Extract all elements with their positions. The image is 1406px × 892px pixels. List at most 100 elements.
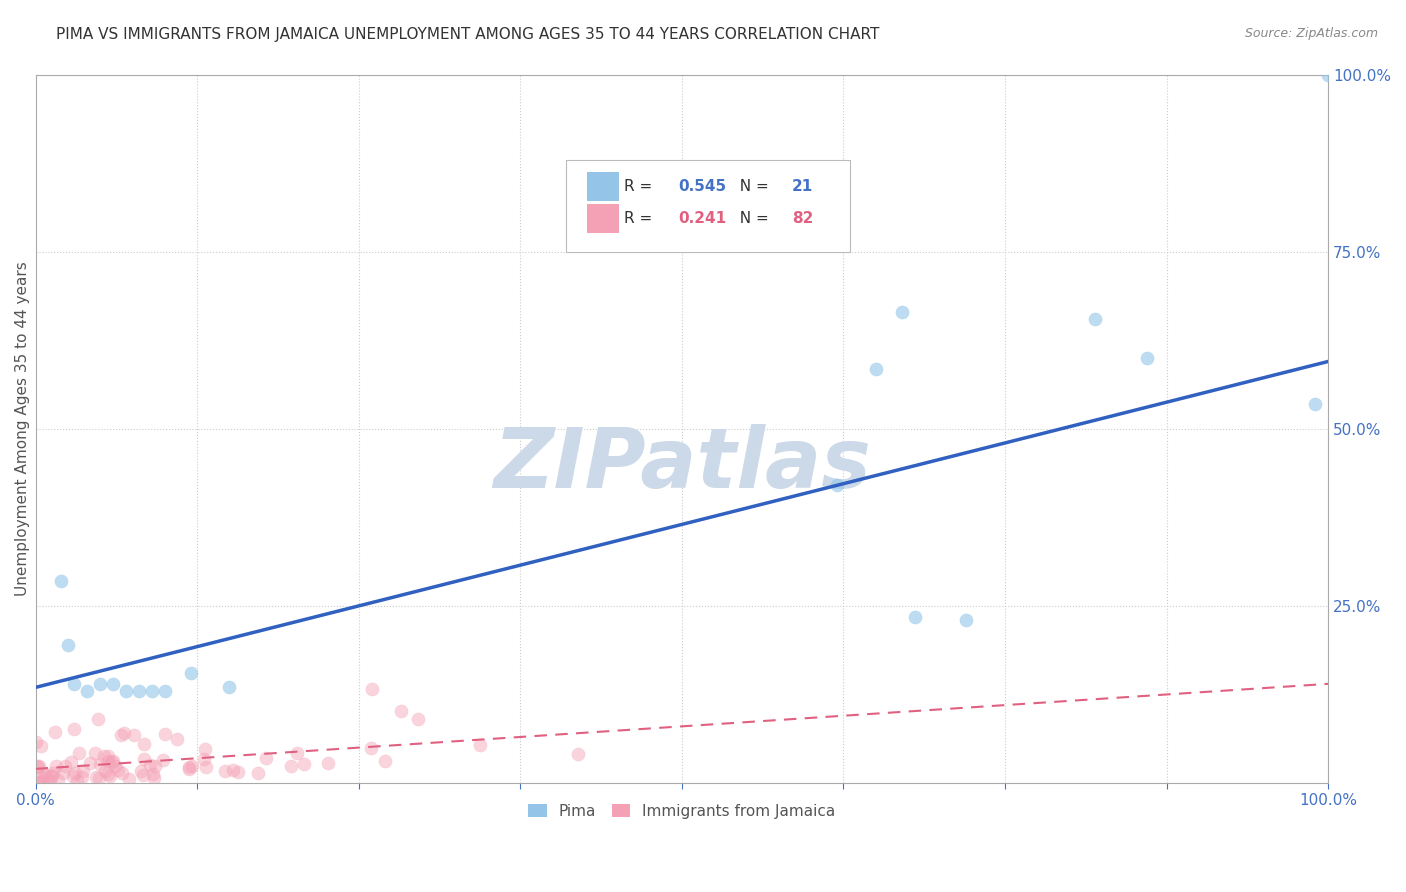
Point	[142, 771, 165, 785]
Point	[132, 752, 155, 766]
Point	[247, 766, 270, 780]
Point	[112, 726, 135, 740]
Legend: Pima, Immigrants from Jamaica: Pima, Immigrants from Jamaica	[522, 797, 841, 825]
Point	[96, 748, 118, 763]
Point	[30, 739, 52, 753]
Point	[124, 729, 146, 743]
Point	[41, 769, 63, 783]
Point	[177, 762, 200, 776]
Point	[181, 758, 204, 772]
Point	[468, 738, 491, 752]
Point	[103, 758, 125, 772]
Point	[567, 747, 589, 761]
Point	[111, 765, 134, 780]
Point	[1084, 312, 1107, 326]
Point	[28, 776, 51, 790]
Point	[110, 728, 132, 742]
Point	[280, 758, 302, 772]
Point	[142, 767, 165, 781]
Text: 82: 82	[792, 211, 813, 226]
Point	[166, 731, 188, 746]
Point	[138, 758, 160, 772]
Point	[97, 754, 120, 768]
Point	[374, 754, 396, 768]
Point	[38, 769, 60, 783]
Point	[93, 748, 115, 763]
Point	[153, 727, 176, 741]
FancyBboxPatch shape	[588, 172, 619, 201]
Point	[825, 478, 848, 492]
Point	[84, 770, 107, 784]
Point	[1317, 68, 1340, 82]
Point	[141, 684, 163, 698]
Point	[292, 757, 315, 772]
Point	[115, 684, 138, 698]
Point	[153, 684, 176, 698]
Point	[45, 759, 67, 773]
Point	[360, 740, 382, 755]
Point	[361, 681, 384, 696]
Point	[67, 746, 90, 760]
Text: 0.545: 0.545	[678, 179, 725, 194]
Y-axis label: Unemployment Among Ages 35 to 44 years: Unemployment Among Ages 35 to 44 years	[15, 261, 30, 596]
Point	[1303, 397, 1326, 411]
Point	[903, 609, 925, 624]
Text: R =: R =	[624, 211, 657, 226]
Point	[143, 759, 166, 773]
Point	[27, 759, 49, 773]
Point	[221, 763, 243, 777]
Point	[79, 756, 101, 771]
Point	[89, 756, 111, 771]
Text: N =: N =	[730, 179, 773, 194]
Point	[228, 764, 250, 779]
Point	[101, 755, 124, 769]
Point	[179, 760, 201, 774]
Point	[44, 724, 66, 739]
Point	[132, 737, 155, 751]
Point	[52, 766, 75, 780]
Point	[865, 361, 887, 376]
Point	[62, 769, 84, 783]
Text: N =: N =	[730, 211, 773, 226]
Point	[287, 746, 309, 760]
Point	[194, 760, 217, 774]
Point	[66, 774, 89, 789]
FancyBboxPatch shape	[565, 160, 849, 252]
Point	[193, 752, 215, 766]
Text: 0.241: 0.241	[678, 211, 725, 226]
Point	[101, 677, 124, 691]
Point	[31, 774, 53, 789]
Text: ZIPatlas: ZIPatlas	[494, 424, 870, 505]
FancyBboxPatch shape	[588, 204, 619, 233]
Point	[391, 704, 413, 718]
Point	[406, 712, 429, 726]
Point	[128, 684, 150, 698]
Point	[152, 753, 174, 767]
Point	[132, 768, 155, 782]
Point	[180, 666, 202, 681]
Text: PIMA VS IMMIGRANTS FROM JAMAICA UNEMPLOYMENT AMONG AGES 35 TO 44 YEARS CORRELATI: PIMA VS IMMIGRANTS FROM JAMAICA UNEMPLOY…	[56, 27, 880, 42]
Point	[65, 765, 87, 780]
Point	[28, 774, 51, 789]
Point	[87, 712, 110, 726]
Text: 21: 21	[792, 179, 813, 194]
Text: Source: ZipAtlas.com: Source: ZipAtlas.com	[1244, 27, 1378, 40]
Point	[87, 771, 110, 785]
Point	[70, 770, 93, 784]
Point	[56, 638, 79, 652]
Point	[316, 756, 339, 771]
Point	[129, 764, 152, 778]
Point	[107, 763, 129, 777]
Point	[194, 742, 217, 756]
Point	[46, 772, 69, 787]
Point	[28, 770, 51, 784]
Point	[955, 613, 977, 627]
Point	[34, 768, 56, 782]
Point	[254, 751, 277, 765]
Point	[1136, 351, 1159, 365]
Text: R =: R =	[624, 179, 657, 194]
Point	[60, 755, 83, 769]
Point	[100, 755, 122, 769]
Point	[28, 759, 51, 773]
Point	[218, 681, 240, 695]
